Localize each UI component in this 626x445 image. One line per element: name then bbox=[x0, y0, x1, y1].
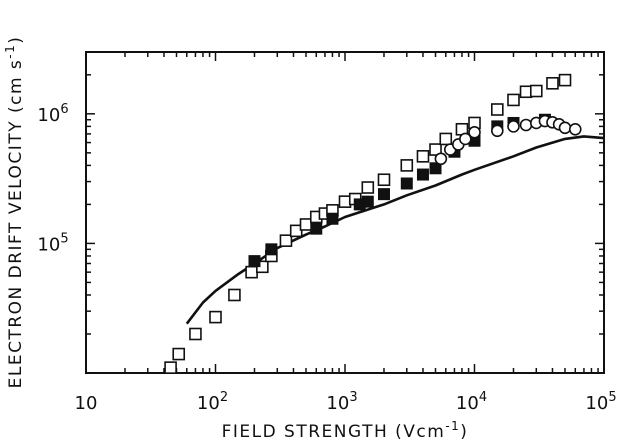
x-tick-labels: 10 102 103 104 105 bbox=[75, 390, 617, 414]
open-square-point bbox=[416, 150, 430, 163]
y-axis-label: ELECTRON DRIFT VELOCITY (cm s-1) bbox=[3, 36, 26, 389]
filled-square-point bbox=[400, 177, 413, 190]
open-square-point bbox=[519, 85, 533, 99]
open-square-point bbox=[245, 265, 258, 279]
x-tick-label: 102 bbox=[197, 390, 228, 414]
x-axis-label-sup: -1 bbox=[445, 419, 460, 433]
open-square-point bbox=[529, 84, 543, 98]
open-square-point bbox=[172, 347, 186, 361]
filled-square-point bbox=[248, 255, 261, 268]
open-square-point bbox=[439, 132, 453, 146]
open-circle-point bbox=[519, 118, 533, 132]
plot-frame bbox=[85, 51, 605, 374]
open-circle-point bbox=[507, 120, 520, 133]
open-circle-point bbox=[459, 132, 472, 146]
filled-square-point bbox=[326, 212, 339, 225]
x-tick-label: 103 bbox=[326, 390, 357, 414]
y-tick-label: 106 bbox=[37, 102, 68, 126]
open-square-point bbox=[400, 159, 414, 172]
open-square-point bbox=[338, 195, 352, 208]
open-circle-point bbox=[568, 122, 582, 136]
open-square-point bbox=[228, 288, 241, 302]
filled-square-point bbox=[429, 162, 442, 175]
filled-square-point bbox=[310, 222, 323, 235]
open-square-point bbox=[491, 103, 504, 116]
open-circle-point bbox=[491, 124, 504, 138]
open-square-point bbox=[546, 77, 559, 90]
x-tick-label: 10 bbox=[75, 393, 98, 414]
open-circle-point bbox=[434, 152, 448, 166]
open-square-point bbox=[507, 93, 520, 107]
open-square-point bbox=[164, 361, 177, 374]
open-square-point bbox=[209, 310, 222, 324]
filled-square-point bbox=[377, 188, 390, 201]
x-tick-label: 104 bbox=[456, 390, 487, 414]
open-square-point bbox=[279, 234, 293, 247]
y-axis-label-sup: -1 bbox=[3, 44, 17, 59]
open-square-point bbox=[189, 327, 202, 341]
open-circle-point bbox=[558, 121, 572, 135]
filled-square-point bbox=[361, 195, 374, 208]
x-axis-label: FIELD STRENGTH (Vcm-1) bbox=[222, 419, 469, 442]
data-marks bbox=[164, 73, 605, 374]
open-square-point bbox=[429, 143, 442, 156]
axis-ticks bbox=[85, 51, 605, 374]
open-square-point bbox=[361, 181, 375, 194]
open-square-point bbox=[558, 73, 572, 87]
open-square-point bbox=[299, 218, 313, 231]
open-square-point bbox=[377, 173, 391, 187]
x-tick-label: 105 bbox=[585, 390, 616, 414]
open-square-point bbox=[289, 224, 303, 238]
filled-square-point bbox=[416, 168, 429, 181]
y-tick-label: 105 bbox=[37, 231, 68, 255]
filled-square-point bbox=[265, 243, 278, 256]
series-line bbox=[185, 135, 605, 325]
open-circle-point bbox=[468, 126, 481, 139]
y-tick-labels: 105 106 bbox=[37, 102, 68, 256]
